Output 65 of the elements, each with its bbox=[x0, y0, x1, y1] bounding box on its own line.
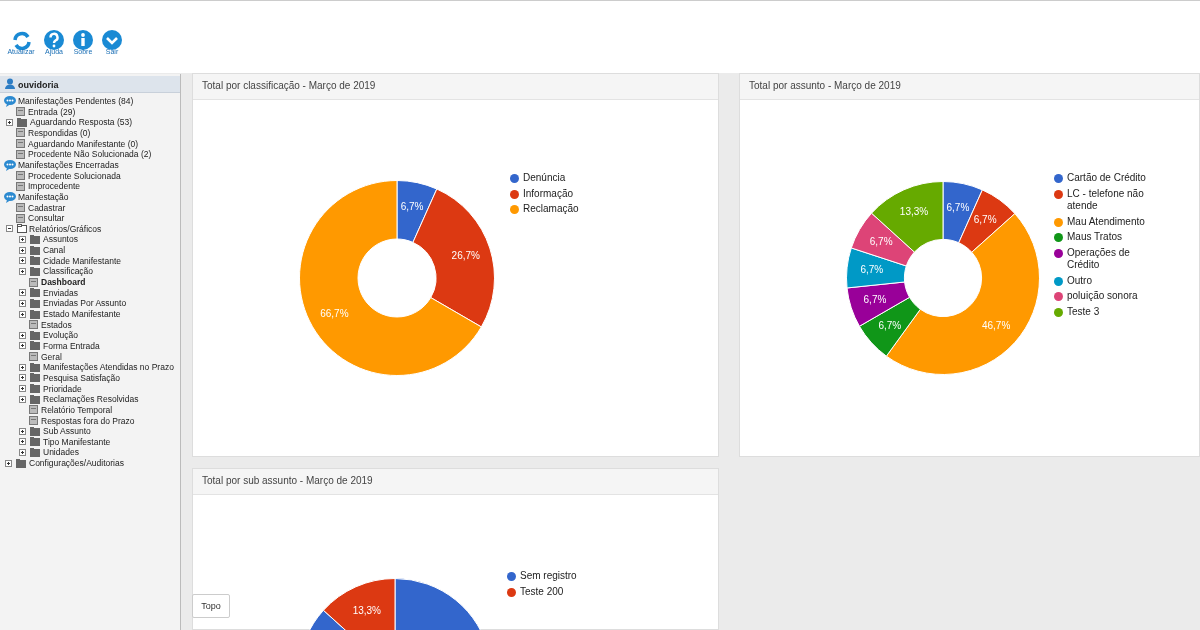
text: Classificação bbox=[43, 266, 94, 277]
legend-label: Informação bbox=[523, 187, 574, 199]
text: Entrada (29) bbox=[28, 106, 76, 117]
text: Enviadas bbox=[43, 287, 78, 298]
text: Manifestações Atendidas no Prazo bbox=[43, 362, 174, 373]
text: Topo bbox=[192, 594, 230, 618]
legend-label: Denúncia bbox=[523, 172, 566, 183]
legend-label: LC - telefone não atende bbox=[1067, 187, 1144, 211]
text: Respondidas (0) bbox=[28, 127, 91, 138]
data-label: 66,7% bbox=[320, 307, 349, 319]
text: Procedente Não Solucionada (2) bbox=[28, 149, 152, 160]
text: Improcedente bbox=[28, 181, 80, 192]
text: Dashboard bbox=[41, 277, 86, 288]
legend-label: Reclamação bbox=[523, 203, 579, 214]
text: Manifestações Pendentes (84) bbox=[18, 96, 134, 106]
text: Enviadas Por Assunto bbox=[43, 298, 127, 309]
data-label: 26,7% bbox=[451, 249, 481, 261]
legend-label: Outro bbox=[1067, 274, 1093, 286]
text: Configurações/Auditorias bbox=[29, 458, 124, 469]
text: Sub Assunto bbox=[43, 426, 91, 437]
text: Relatórios/Gráficos bbox=[29, 223, 102, 234]
text: Aguardando Resposta (53) bbox=[30, 117, 133, 128]
data-label: 6,7% bbox=[863, 293, 887, 305]
text: Forma Entrada bbox=[43, 340, 100, 351]
chart-title: Total por assunto - Março de 2019 bbox=[740, 74, 1199, 100]
legend-label: poluição sonora bbox=[1067, 290, 1138, 301]
text: Respostas fora do Prazo bbox=[41, 415, 135, 426]
data-label: 6,7% bbox=[400, 201, 424, 213]
data-label: 6,7% bbox=[973, 213, 997, 225]
text: Tipo Manifestante bbox=[43, 436, 111, 447]
text: Geral bbox=[41, 351, 62, 362]
text: Estados bbox=[41, 319, 72, 330]
legend-label: Mau Atendimento bbox=[1067, 215, 1145, 227]
data-label: 6,7% bbox=[878, 319, 902, 331]
text: Cidade Manifestante bbox=[43, 255, 121, 266]
text: Manifestações Encerradas bbox=[18, 159, 119, 170]
legend-label: Cartão de Crédito bbox=[1067, 172, 1146, 183]
text: Reclamações Resolvidas bbox=[43, 394, 139, 405]
legend-label: Operações de Crédito bbox=[1067, 246, 1130, 270]
text: Procedente Solucionada bbox=[28, 170, 121, 181]
data-label: 6,7% bbox=[869, 235, 893, 247]
chart-title: Total por sub assunto - Março de 2019 bbox=[193, 469, 718, 495]
text: Canal bbox=[43, 245, 66, 256]
text: Cadastrar bbox=[28, 202, 66, 213]
text: Relatório Temporal bbox=[41, 404, 113, 415]
text: Manifestação bbox=[18, 191, 69, 202]
text: Assuntos bbox=[43, 234, 78, 245]
legend-label: Teste 200 bbox=[520, 585, 564, 597]
data-label: 6,7% bbox=[860, 264, 884, 276]
chart-title: Total por classificação - Março de 2019 bbox=[193, 74, 718, 100]
legend-label: Maus Tratos bbox=[1067, 231, 1123, 242]
text: Estado Manifestante bbox=[43, 309, 121, 319]
legend-label: Teste 3 bbox=[1067, 305, 1100, 317]
text: Evolução bbox=[43, 330, 78, 341]
text: Consultar bbox=[28, 213, 65, 224]
legend-label: Sem registro bbox=[520, 570, 577, 581]
data-label: 13,3% bbox=[899, 206, 929, 218]
data-label: 46,7% bbox=[981, 319, 1011, 331]
text: Prioridade bbox=[43, 383, 82, 394]
text: ouvidoria bbox=[18, 80, 59, 90]
text: Pesquisa Satisfação bbox=[43, 372, 121, 383]
data-label: 13,3% bbox=[352, 605, 382, 617]
text: Unidades bbox=[43, 447, 79, 458]
data-label: 6,7% bbox=[946, 201, 970, 213]
text: Aguardando Manifestante (0) bbox=[28, 138, 139, 149]
